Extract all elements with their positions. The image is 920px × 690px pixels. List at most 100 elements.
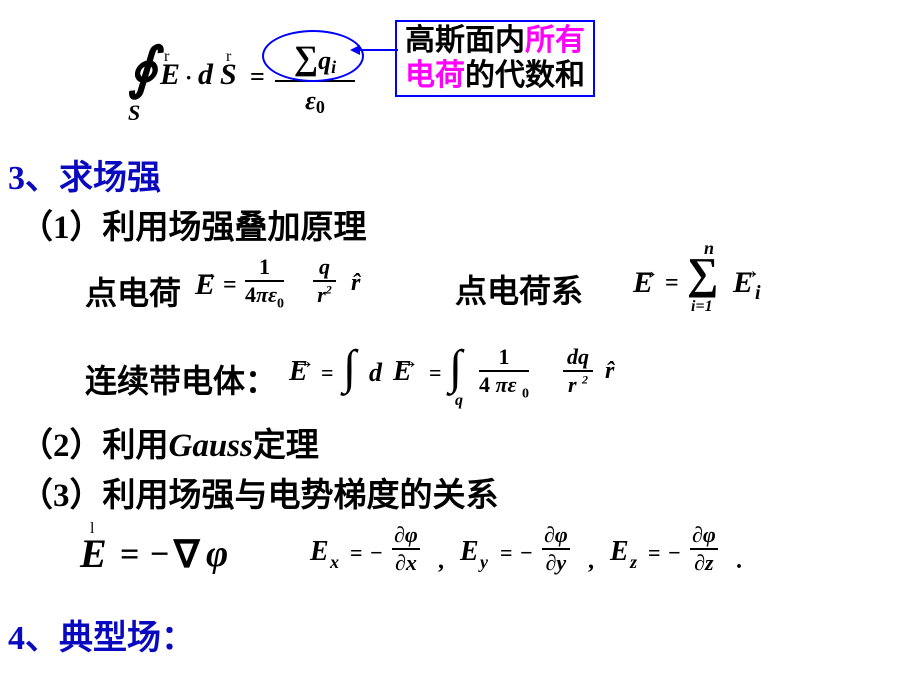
- sys-sum: ∑: [687, 248, 718, 299]
- Ez-sub: z: [630, 552, 637, 573]
- cont-int1: ∫: [343, 340, 356, 395]
- integral-symbol: ∮: [128, 36, 157, 101]
- h4-num: 4、: [8, 620, 59, 657]
- continuous-eq: 连续带电体： → E = ∫ d → E = ∫ q 1 4 πε 0 dq r…: [85, 340, 785, 410]
- sys-Ei-sub: i: [755, 282, 761, 305]
- h4-text: 典型场：: [59, 620, 195, 657]
- Ex-dphi-top-d: ∂: [394, 522, 405, 547]
- item-1: （1）利用场强叠加原理: [20, 200, 367, 248]
- cont-eq1: =: [321, 360, 334, 386]
- Ex-sub: x: [330, 552, 339, 573]
- E-symbol: E: [160, 58, 180, 92]
- cont-eps: ε: [508, 372, 517, 397]
- pt-r2: 2: [326, 283, 332, 297]
- Ex-dphi-bot-d: ∂: [395, 550, 406, 575]
- comma2: ,: [588, 548, 594, 575]
- Ez-bot-z: z: [705, 550, 714, 575]
- Ey-bot-d: ∂: [546, 550, 557, 575]
- cont-r2: 2: [582, 373, 588, 387]
- heading-4: 4、典型场：: [8, 610, 195, 659]
- Ez-top-p: φ: [703, 522, 716, 547]
- cont-4: 4: [479, 372, 490, 397]
- comma1: ,: [438, 548, 444, 575]
- item2-post: 定理: [253, 428, 319, 464]
- h3-text: 求场强: [59, 160, 161, 197]
- Ex-frac: ∂φ ∂x: [392, 522, 420, 576]
- Ex-eq: =: [350, 540, 363, 566]
- anno-l1-hl: 所有: [525, 24, 585, 57]
- cont-prefix: 连续带电体：: [85, 356, 277, 402]
- Ey: E: [460, 536, 479, 568]
- cont-E2: E: [393, 356, 412, 388]
- system-eq: 点电荷系 → E = n ∑ i=1 → E i: [455, 240, 775, 320]
- item-3: （3）利用场强与电势梯度的关系: [20, 468, 499, 516]
- Ez-minus: −: [668, 540, 681, 566]
- anno-l2-hl: 电荷: [405, 59, 465, 92]
- cont-frac2: dq r 2: [563, 344, 593, 398]
- cont-dq: dq: [563, 344, 593, 372]
- grad-E: E: [80, 530, 107, 577]
- Ex-dphi-top-p: φ: [405, 522, 418, 547]
- sys-prefix: 点电荷系: [455, 266, 583, 312]
- Ez-top-d: ∂: [692, 522, 703, 547]
- cont-d: d: [369, 358, 382, 388]
- dot: ·: [185, 65, 192, 91]
- sys-E: E: [633, 266, 653, 300]
- cont-1: 1: [479, 344, 529, 372]
- cont-eps-sub: 0: [522, 386, 529, 401]
- Ez: E: [610, 536, 629, 568]
- gradient-eq: l E = − ∇ φ: [80, 520, 300, 580]
- grad-eq: =: [120, 536, 139, 574]
- item1-label: （1）利用场强叠加原理: [20, 210, 367, 246]
- Ez-frac: ∂φ ∂z: [690, 522, 718, 576]
- Ey-top-d: ∂: [544, 522, 555, 547]
- pt-eps-sub: 0: [277, 296, 284, 311]
- cont-int2: ∫: [449, 340, 462, 395]
- item-2: （2）利用Gauss定理: [20, 418, 319, 466]
- pt-r: r: [317, 282, 326, 307]
- d-symbol: d: [198, 58, 213, 92]
- cont-E: E: [289, 356, 308, 388]
- anno-l1-pre: 高斯面内: [405, 24, 525, 57]
- cont-pi: π: [496, 372, 508, 397]
- pt-frac2: q r2: [313, 254, 336, 308]
- pt-E: E: [195, 268, 215, 302]
- pt-rhat: r̂: [351, 270, 360, 297]
- cont-frac1: 1 4 πε 0: [479, 344, 529, 402]
- item2-pre: （2）利用: [20, 428, 169, 464]
- pt-eps: ε: [268, 282, 277, 307]
- integral-sub: S: [128, 100, 140, 126]
- period: .: [736, 548, 742, 575]
- S-symbol: S: [220, 58, 237, 92]
- cont-rhat: r̂: [605, 358, 614, 385]
- sys-i1: i=1: [691, 298, 713, 316]
- h3-num: 3、: [8, 160, 59, 197]
- pt-prefix: 点电荷: [85, 268, 181, 314]
- epsilon: ε: [305, 86, 316, 115]
- cont-r: r: [568, 372, 577, 397]
- pt-eq: =: [223, 272, 237, 299]
- heading-3: 3、求场强: [8, 150, 161, 199]
- Ez-eq: =: [648, 540, 661, 566]
- Ey-minus: −: [520, 540, 533, 566]
- grad-phi: φ: [206, 532, 228, 576]
- pt-pi: π: [256, 282, 268, 307]
- Ez-bot-d: ∂: [694, 550, 705, 575]
- Ex-minus: −: [370, 540, 383, 566]
- pt-4: 4: [245, 282, 256, 307]
- pt-q: q: [313, 254, 336, 282]
- pt-num1: 1: [245, 254, 284, 282]
- annotation-box: 高斯面内所有 电荷的代数和: [395, 20, 595, 97]
- grad-nabla: ∇: [174, 532, 199, 577]
- Ey-frac: ∂φ ∂y: [542, 522, 570, 576]
- cont-eq2: =: [429, 360, 442, 386]
- equals: =: [250, 62, 265, 92]
- cont-int2-sub: q: [455, 392, 463, 410]
- item3-text: （3）利用场强与电势梯度的关系: [20, 478, 499, 514]
- epsilon-sub: 0: [316, 97, 325, 117]
- sys-eq: =: [665, 270, 679, 297]
- Ex: E: [310, 536, 329, 568]
- Ey-top-p: φ: [555, 522, 568, 547]
- pt-frac1: 1 4πε0: [245, 254, 284, 312]
- item2-gauss: Gauss: [169, 428, 253, 464]
